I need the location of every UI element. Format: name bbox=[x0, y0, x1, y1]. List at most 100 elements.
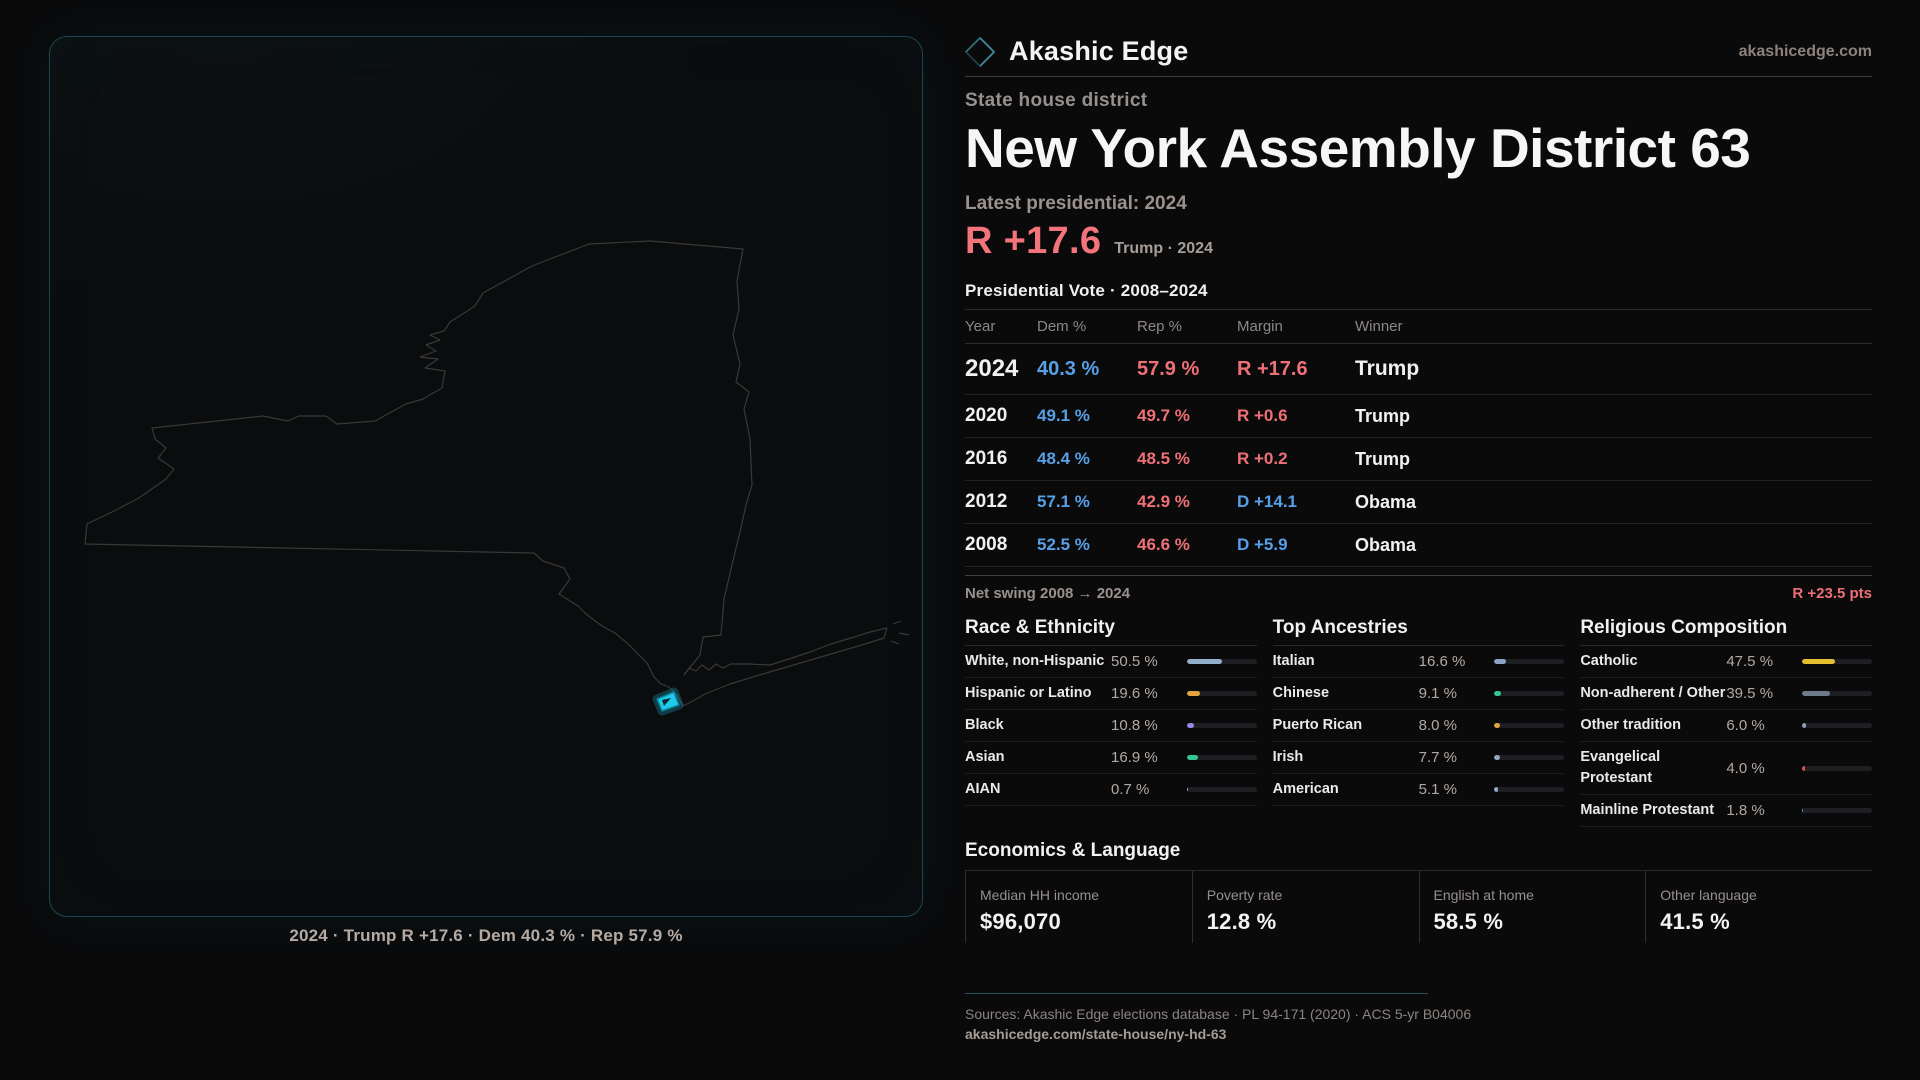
winner-cell: Trump bbox=[1355, 357, 1420, 380]
page-title: New York Assembly District 63 bbox=[965, 117, 1751, 179]
stat-value: 0.7 % bbox=[1111, 781, 1150, 798]
stat-value: 58.5 % bbox=[1433, 909, 1504, 934]
stat-label: Chinese bbox=[1272, 685, 1330, 701]
district-type-label: State house district bbox=[965, 90, 1148, 111]
latest-margin-value: R +17.6 bbox=[965, 220, 1102, 262]
divider bbox=[965, 870, 1872, 871]
net-swing-value: R +23.5 pts bbox=[1792, 585, 1872, 602]
stat-bar bbox=[1801, 808, 1872, 813]
vote-table-title: Presidential Vote · 2008–2024 bbox=[965, 281, 1208, 300]
list-item: Non-adherent / Other 39.5 % bbox=[1580, 678, 1872, 710]
stat-label: Other language bbox=[1660, 887, 1757, 903]
long-island-islets bbox=[890, 620, 910, 645]
year-cell: 2016 bbox=[965, 448, 1008, 469]
stat-bar bbox=[1494, 755, 1565, 760]
col-year: Year bbox=[965, 318, 996, 335]
brand-name: Akashic Edge bbox=[1009, 36, 1189, 66]
stat-label: Other tradition bbox=[1580, 717, 1682, 733]
dem-cell: 48.4 % bbox=[1037, 449, 1090, 468]
latest-margin-sub: Trump · 2024 bbox=[1114, 240, 1213, 257]
stat-value: 16.9 % bbox=[1111, 749, 1158, 766]
stat-label: Asian bbox=[965, 749, 1005, 765]
stat-value: 6.0 % bbox=[1726, 717, 1765, 734]
divider bbox=[1580, 645, 1872, 646]
stat-label: English at home bbox=[1433, 887, 1534, 903]
district-report: Akashic Edge akashicedge.com State house… bbox=[964, 0, 1872, 1044]
table-row: 2020 49.1 % 49.7 % R +0.6 Trump bbox=[965, 395, 1872, 438]
stat-value: 19.6 % bbox=[1111, 685, 1158, 702]
stat-label: Hispanic or Latino bbox=[965, 685, 1092, 701]
stat-cell: Median HH income $96,070 bbox=[965, 871, 1192, 943]
list-item: Italian 16.6 % bbox=[1272, 646, 1565, 678]
latest-margin-row: R +17.6 Trump · 2024 bbox=[965, 220, 1872, 264]
site-domain-link[interactable]: akashicedge.com bbox=[1738, 42, 1872, 60]
stat-value: 16.6 % bbox=[1418, 653, 1466, 670]
new-york-state-map bbox=[84, 240, 910, 716]
stat-label: American bbox=[1272, 781, 1339, 797]
presidential-vote-table: Year Dem % Rep % Margin Winner 2024 40.3… bbox=[965, 309, 1872, 567]
dem-cell: 40.3 % bbox=[1037, 357, 1100, 380]
diamond-logo-icon bbox=[964, 35, 996, 68]
list-item: Evangelical Protestant 4.0 % bbox=[1580, 742, 1872, 795]
dem-cell: 52.5 % bbox=[1037, 535, 1090, 554]
stat-label: Evangelical Protestant bbox=[1580, 749, 1661, 786]
divider bbox=[965, 645, 1257, 646]
stat-bar bbox=[1186, 691, 1257, 696]
stat-value: 39.5 % bbox=[1726, 685, 1774, 702]
rep-cell: 57.9 % bbox=[1137, 357, 1200, 380]
ancestries-block: Top Ancestries Italian 16.6 % Chinese 9.… bbox=[1272, 618, 1565, 827]
stat-label: Irish bbox=[1272, 749, 1304, 765]
list-item: American 5.1 % bbox=[1272, 774, 1565, 806]
stat-cell: Poverty rate 12.8 % bbox=[1191, 871, 1419, 943]
religion-block: Religious Composition Catholic 47.5 % No… bbox=[1580, 618, 1872, 827]
stat-label: Mainline Protestant bbox=[1580, 802, 1715, 818]
list-item: Black 10.8 % bbox=[965, 710, 1257, 742]
margin-cell: R +0.2 bbox=[1237, 449, 1288, 468]
table-row: 2012 57.1 % 42.9 % D +14.1 Obama bbox=[965, 481, 1872, 524]
header-divider bbox=[965, 76, 1872, 77]
stat-bar bbox=[1494, 659, 1565, 664]
stat-bar bbox=[1186, 659, 1257, 664]
year-cell: 2020 bbox=[965, 405, 1008, 426]
stat-label: Italian bbox=[1272, 653, 1315, 669]
stat-bar bbox=[1494, 691, 1565, 696]
stat-label: Black bbox=[965, 717, 1004, 733]
winner-cell: Obama bbox=[1355, 491, 1417, 512]
economics-title: Economics & Language bbox=[965, 840, 1181, 861]
rep-cell: 46.6 % bbox=[1137, 535, 1190, 554]
dem-cell: 49.1 % bbox=[1037, 406, 1090, 425]
col-winner: Winner bbox=[1355, 318, 1403, 335]
table-row: 2008 52.5 % 46.6 % D +5.9 Obama bbox=[965, 524, 1872, 567]
col-margin: Margin bbox=[1237, 318, 1283, 335]
stat-value: 47.5 % bbox=[1726, 653, 1774, 670]
rep-cell: 42.9 % bbox=[1137, 492, 1190, 511]
stat-label: Catholic bbox=[1580, 653, 1638, 669]
rep-cell: 49.7 % bbox=[1137, 406, 1190, 425]
stat-label: Puerto Rican bbox=[1272, 717, 1363, 733]
footer-divider bbox=[965, 993, 1428, 994]
list-item: Puerto Rican 8.0 % bbox=[1272, 710, 1565, 742]
stat-bar bbox=[1186, 723, 1257, 728]
margin-cell: R +0.6 bbox=[1237, 406, 1288, 425]
divider bbox=[1272, 645, 1565, 646]
stat-value: 50.5 % bbox=[1111, 653, 1158, 670]
stat-bar bbox=[1801, 765, 1872, 771]
margin-cell: R +17.6 bbox=[1237, 357, 1308, 380]
year-cell: 2012 bbox=[965, 491, 1008, 512]
stat-value: 7.7 % bbox=[1418, 749, 1458, 766]
map-caption: 2024 · Trump R +17.6 · Dem 40.3 % · Rep … bbox=[289, 926, 683, 945]
demographics-section: Race & Ethnicity White, non-Hispanic 50.… bbox=[965, 618, 1872, 827]
margin-cell: D +5.9 bbox=[1237, 535, 1288, 554]
stat-value: 12.8 % bbox=[1206, 909, 1277, 934]
stat-value: 8.0 % bbox=[1418, 717, 1458, 734]
site-header: Akashic Edge akashicedge.com bbox=[964, 0, 1872, 68]
col-rep: Rep % bbox=[1137, 318, 1183, 335]
stat-value: 9.1 % bbox=[1418, 685, 1458, 702]
district-map-panel bbox=[49, 36, 923, 917]
permalink[interactable]: akashicedge.com/state-house/ny-hd-63 bbox=[965, 1026, 1227, 1042]
district-63-shape[interactable] bbox=[652, 687, 684, 716]
net-swing-row: Net swing 2008 → 2024 R +23.5 pts bbox=[965, 575, 1872, 602]
economics-stats: Median HH income $96,070 Poverty rate 12… bbox=[965, 871, 1872, 943]
stat-bar bbox=[1186, 787, 1257, 792]
stat-cell: English at home 58.5 % bbox=[1418, 871, 1646, 943]
